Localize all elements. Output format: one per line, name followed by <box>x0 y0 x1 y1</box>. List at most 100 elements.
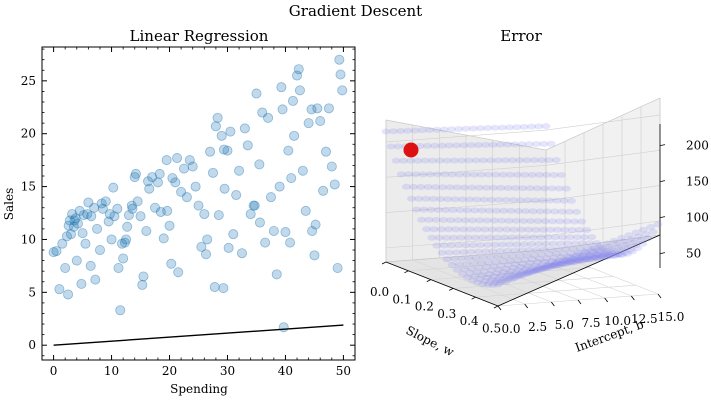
surface-cell <box>557 260 567 267</box>
surface-cell <box>445 184 455 191</box>
surface-cell <box>525 185 535 192</box>
surface-cell <box>446 242 456 249</box>
surface-cell <box>532 246 542 253</box>
surface-cell <box>545 197 555 204</box>
surface-cell <box>561 185 571 192</box>
surface-cell <box>536 266 546 273</box>
surface-cell <box>574 226 584 233</box>
x-tick-label: 20 <box>162 364 177 378</box>
surface-cell <box>577 257 587 264</box>
surface-cell <box>452 184 462 191</box>
data-point <box>116 238 127 249</box>
surface-cell <box>546 262 556 269</box>
surface-cell <box>604 243 614 250</box>
surface-cell <box>558 234 568 241</box>
surface-cell <box>630 242 640 249</box>
surface-cell <box>442 157 452 164</box>
surface-cell <box>518 217 528 224</box>
surface-cell <box>585 252 595 259</box>
surface-cell <box>523 263 533 270</box>
surface-cell <box>563 258 573 265</box>
data-point <box>289 130 300 141</box>
surface-cell <box>480 277 490 284</box>
surface-cell <box>504 270 514 277</box>
surface-cell <box>590 248 600 255</box>
surface-cell <box>434 234 444 241</box>
surface-cell <box>598 253 608 260</box>
data-point <box>193 200 204 211</box>
surface-cell <box>572 257 582 264</box>
surface-cell <box>425 171 435 178</box>
surface-cell <box>440 171 450 178</box>
data-point <box>172 153 183 164</box>
surface-cell <box>541 123 551 130</box>
w-tick-label: 0.4 <box>460 314 479 328</box>
surface-cell <box>467 265 477 272</box>
surface-cell <box>509 271 519 278</box>
surface-cell <box>580 234 590 241</box>
surface-cell <box>511 269 521 276</box>
data-point <box>94 245 105 256</box>
surface-cell <box>495 247 505 254</box>
error-surface <box>381 123 663 288</box>
surface-cell <box>510 141 520 148</box>
surface-cell <box>505 257 515 264</box>
surface-cell <box>513 208 523 215</box>
data-point <box>310 219 321 230</box>
surface-cell <box>522 270 532 277</box>
surface-cell <box>555 218 565 225</box>
surface-cell <box>612 240 622 247</box>
surface-cell <box>638 226 648 233</box>
surface-cell <box>508 157 518 164</box>
surface-cell <box>468 242 478 249</box>
surface-cell <box>510 261 520 268</box>
data-point <box>209 282 220 293</box>
surface-cell <box>508 252 518 259</box>
surface-cell <box>479 196 489 203</box>
surface-cell <box>461 125 471 132</box>
grid-line <box>492 253 605 299</box>
data-point <box>143 176 154 187</box>
surface-cell <box>432 242 442 249</box>
error-floor-front-left-edge <box>385 261 499 307</box>
y-tick-label: 25 <box>21 74 36 88</box>
surface-cell <box>497 272 507 279</box>
surface-cell <box>460 217 470 224</box>
surface-cell <box>500 275 510 282</box>
surface-cell <box>505 275 515 282</box>
surface-cell <box>486 254 496 261</box>
surface-cell <box>554 257 564 264</box>
surface-cell <box>515 157 525 164</box>
data-point <box>303 118 314 129</box>
surface-cell <box>529 267 539 274</box>
data-point <box>321 146 332 157</box>
surface-cell <box>476 259 486 266</box>
surface-cell <box>622 250 632 257</box>
surface-cell <box>519 241 529 248</box>
surface-cell <box>396 127 406 134</box>
surface-cell <box>472 196 482 203</box>
data-point <box>179 163 190 174</box>
data-point <box>190 181 201 192</box>
surface-cell <box>519 123 529 130</box>
surface-cell <box>614 243 624 250</box>
surface-cell <box>473 142 483 149</box>
surface-cell <box>587 234 597 241</box>
surface-cell <box>573 251 583 258</box>
surface-cell <box>545 263 555 270</box>
surface-cell <box>524 141 534 148</box>
surface-cell <box>511 217 521 224</box>
surface-cell <box>556 171 566 178</box>
data-point <box>184 155 195 166</box>
surface-cell <box>422 142 432 149</box>
surface-cell <box>497 217 507 224</box>
surface-cell <box>487 226 497 233</box>
surface-cell <box>409 183 419 190</box>
data-point <box>152 177 163 188</box>
grid-line <box>412 259 525 305</box>
surface-cell <box>593 251 603 258</box>
surface-cell <box>585 252 595 259</box>
surface-cell <box>501 265 511 272</box>
surface-cell <box>553 246 563 253</box>
surface-cell <box>418 171 428 178</box>
